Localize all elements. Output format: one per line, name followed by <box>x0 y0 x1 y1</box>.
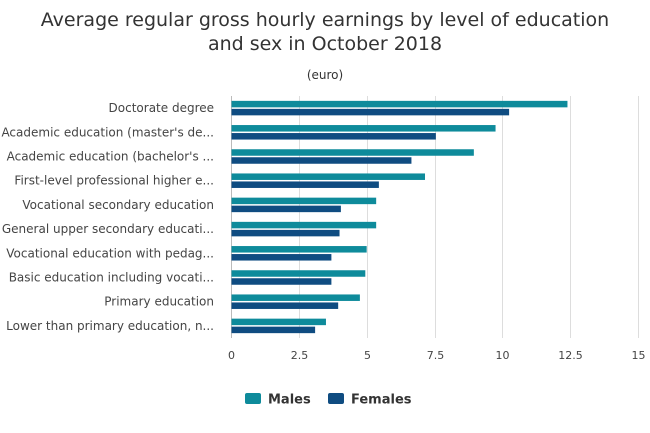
x-tick-label: 5 <box>364 349 371 362</box>
x-tick-label: 10 <box>496 349 510 362</box>
bar-females[interactable] <box>231 108 510 116</box>
chart-subtitle: (euro) <box>307 68 343 82</box>
bar-males[interactable] <box>231 246 367 253</box>
category-label: Academic education (master's de... <box>1 125 214 139</box>
category-label: Lower than primary education, n... <box>6 319 214 333</box>
category-label: Vocational secondary education <box>22 198 214 212</box>
category-label: Basic education including vocati... <box>9 271 214 285</box>
x-tick-label: 2.5 <box>291 349 309 362</box>
bar-males[interactable] <box>231 221 377 229</box>
bar-males[interactable] <box>231 318 326 326</box>
bar-males[interactable] <box>231 173 426 180</box>
x-tick-label: 15 <box>632 349 646 362</box>
category-label: Vocational education with pedag... <box>6 246 214 260</box>
chart-title-line-1: Average regular gross hourly earnings by… <box>41 9 609 31</box>
bar-females[interactable] <box>231 302 339 309</box>
category-label: First-level professional higher e... <box>14 174 214 188</box>
x-tick-label: 12.5 <box>558 349 583 362</box>
legend-label-females: Females <box>351 393 412 408</box>
bar-males[interactable] <box>231 100 568 108</box>
legend-swatch-males <box>245 393 261 404</box>
bar-females[interactable] <box>231 326 316 334</box>
legend-item-males[interactable]: Males <box>245 393 311 408</box>
x-tick-label: 7.5 <box>427 349 445 362</box>
bar-females[interactable] <box>231 229 340 237</box>
bar-females[interactable] <box>231 181 379 188</box>
bar-females[interactable] <box>231 254 332 261</box>
category-label: General upper secondary educati... <box>2 222 214 236</box>
bar-males[interactable] <box>231 125 496 132</box>
legend-label-males: Males <box>268 393 311 408</box>
category-labels: Doctorate degree Academic education (mast… <box>1 101 214 333</box>
category-label: Primary education <box>104 295 214 309</box>
bar-females[interactable] <box>231 133 436 140</box>
chart-title-line-2: and sex in October 2018 <box>208 33 442 55</box>
legend-swatch-females <box>328 393 344 404</box>
bars <box>231 100 568 334</box>
x-axis-ticks: 0 2.5 5 7.5 10 12.5 15 <box>228 349 646 362</box>
legend-item-females[interactable]: Females <box>328 393 412 408</box>
x-tick-label: 0 <box>228 349 235 362</box>
bar-females[interactable] <box>231 205 341 213</box>
bar-females[interactable] <box>231 157 412 164</box>
bar-males[interactable] <box>231 197 377 205</box>
grid <box>231 96 639 338</box>
category-label: Academic education (bachelor's ... <box>7 150 214 164</box>
category-label: Doctorate degree <box>109 101 214 115</box>
bar-females[interactable] <box>231 278 332 285</box>
bar-males[interactable] <box>231 294 360 301</box>
bar-males[interactable] <box>231 270 366 277</box>
bar-males[interactable] <box>231 149 474 156</box>
legend[interactable]: Males Females <box>245 393 412 408</box>
